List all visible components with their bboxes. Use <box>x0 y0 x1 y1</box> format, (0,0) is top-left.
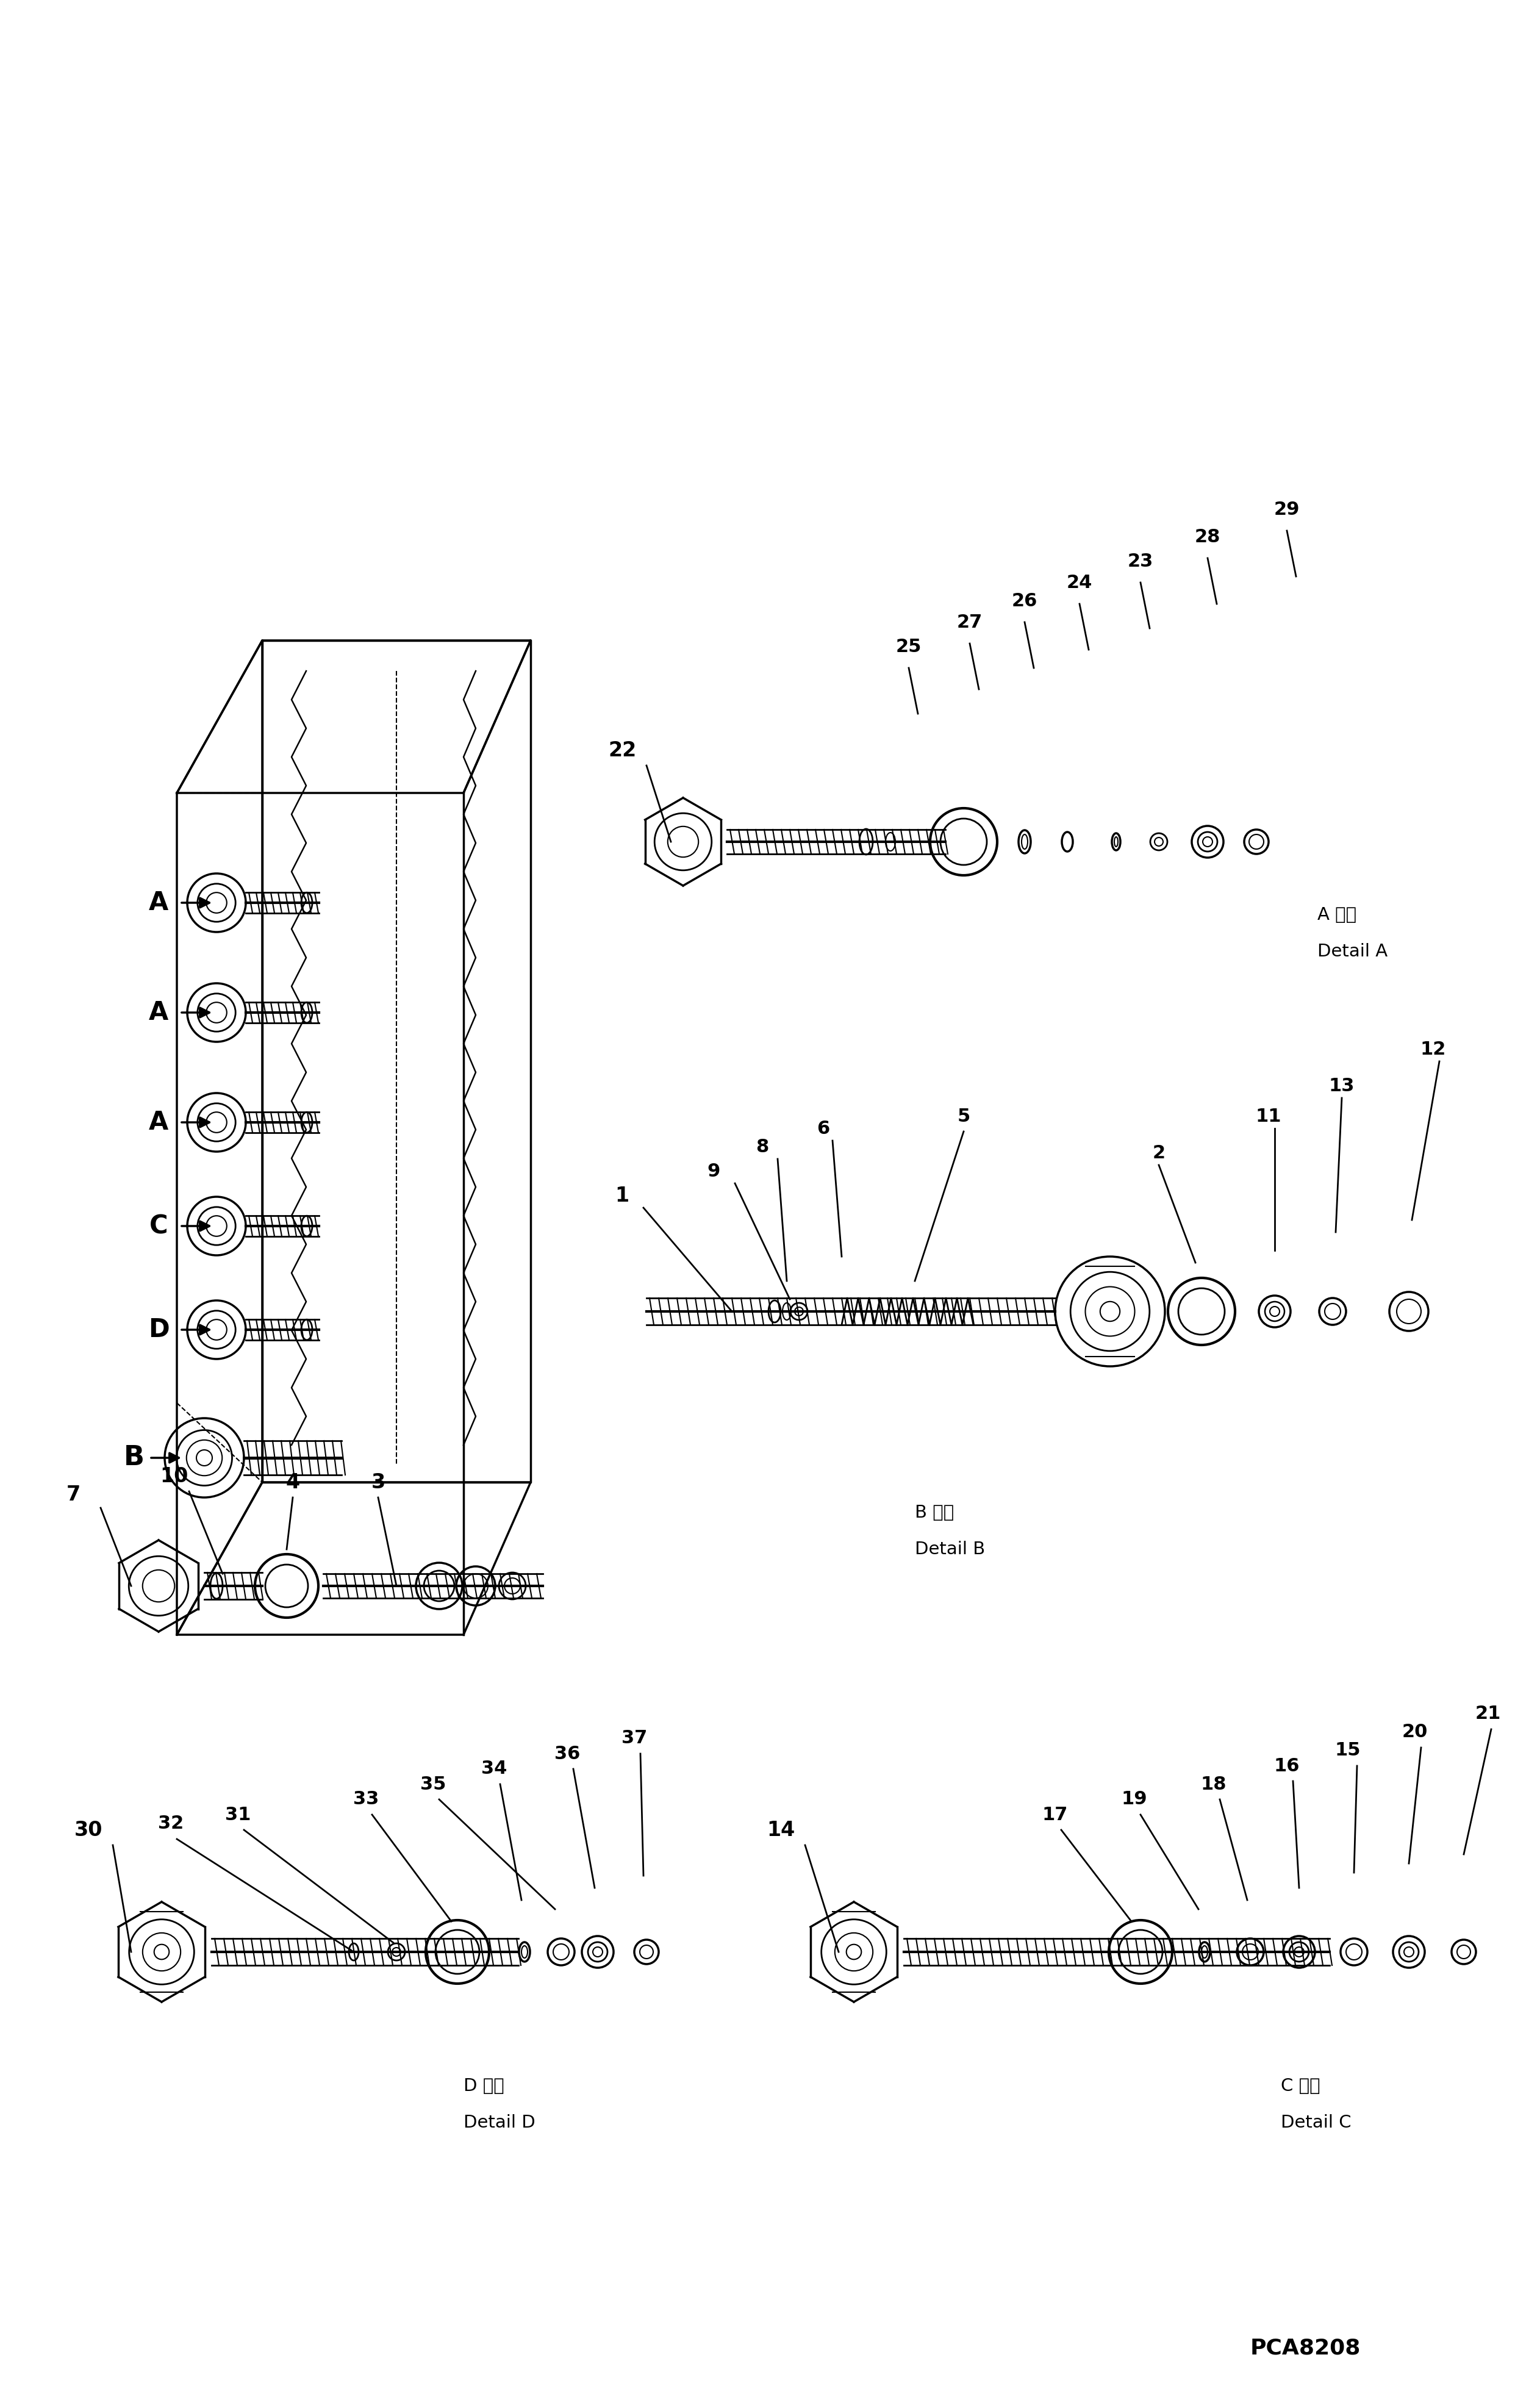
Text: 33: 33 <box>353 1790 379 1809</box>
Text: 4: 4 <box>286 1473 300 1492</box>
Text: 3: 3 <box>371 1473 385 1492</box>
Text: 1: 1 <box>614 1185 630 1207</box>
Text: 29: 29 <box>1274 501 1300 518</box>
Text: Detail A: Detail A <box>1317 943 1388 960</box>
Text: 26: 26 <box>1012 593 1038 609</box>
Text: 18: 18 <box>1201 1775 1227 1792</box>
Text: 12: 12 <box>1420 1041 1446 1058</box>
Text: A: A <box>149 1108 168 1135</box>
Text: 24: 24 <box>1067 573 1092 593</box>
Text: 25: 25 <box>896 638 921 655</box>
Text: 20: 20 <box>1401 1722 1428 1742</box>
Text: 16: 16 <box>1274 1756 1300 1775</box>
Text: 22: 22 <box>608 741 636 760</box>
Text: 5: 5 <box>958 1108 970 1125</box>
Text: 19: 19 <box>1121 1790 1147 1809</box>
Text: 14: 14 <box>767 1821 795 1840</box>
Text: A: A <box>149 890 168 916</box>
Text: 9: 9 <box>707 1161 721 1180</box>
Text: 13: 13 <box>1329 1077 1355 1094</box>
Text: 17: 17 <box>1043 1806 1069 1823</box>
Text: B: B <box>123 1444 145 1471</box>
Text: Detail D: Detail D <box>464 2114 536 2130</box>
Text: 28: 28 <box>1195 528 1221 545</box>
Text: A 詳細: A 詳細 <box>1317 907 1357 924</box>
Text: 2: 2 <box>1152 1144 1166 1161</box>
Text: PCA8208: PCA8208 <box>1250 2339 1361 2358</box>
Text: 36: 36 <box>554 1744 581 1763</box>
Text: D: D <box>148 1317 169 1343</box>
Text: 34: 34 <box>480 1761 507 1778</box>
Text: 15: 15 <box>1335 1742 1361 1758</box>
Text: B 詳細: B 詳細 <box>915 1504 955 1521</box>
Text: C: C <box>149 1214 168 1238</box>
Text: 31: 31 <box>225 1806 251 1823</box>
Text: 30: 30 <box>74 1821 103 1840</box>
Text: 21: 21 <box>1475 1706 1502 1722</box>
Text: Detail C: Detail C <box>1281 2114 1351 2130</box>
Text: 6: 6 <box>816 1120 830 1137</box>
Text: 37: 37 <box>622 1730 647 1746</box>
Text: A: A <box>149 1000 168 1024</box>
Text: Detail B: Detail B <box>915 1540 986 1557</box>
Text: 32: 32 <box>159 1816 183 1833</box>
Text: 10: 10 <box>160 1466 188 1487</box>
Text: D 詳細: D 詳細 <box>464 2078 504 2094</box>
Text: C 詳細: C 詳細 <box>1281 2078 1320 2094</box>
Text: 35: 35 <box>420 1775 447 1792</box>
Text: 23: 23 <box>1127 552 1153 571</box>
Text: 7: 7 <box>66 1485 80 1504</box>
Text: 11: 11 <box>1255 1108 1281 1125</box>
Text: 8: 8 <box>756 1137 768 1156</box>
Text: 27: 27 <box>956 614 983 631</box>
